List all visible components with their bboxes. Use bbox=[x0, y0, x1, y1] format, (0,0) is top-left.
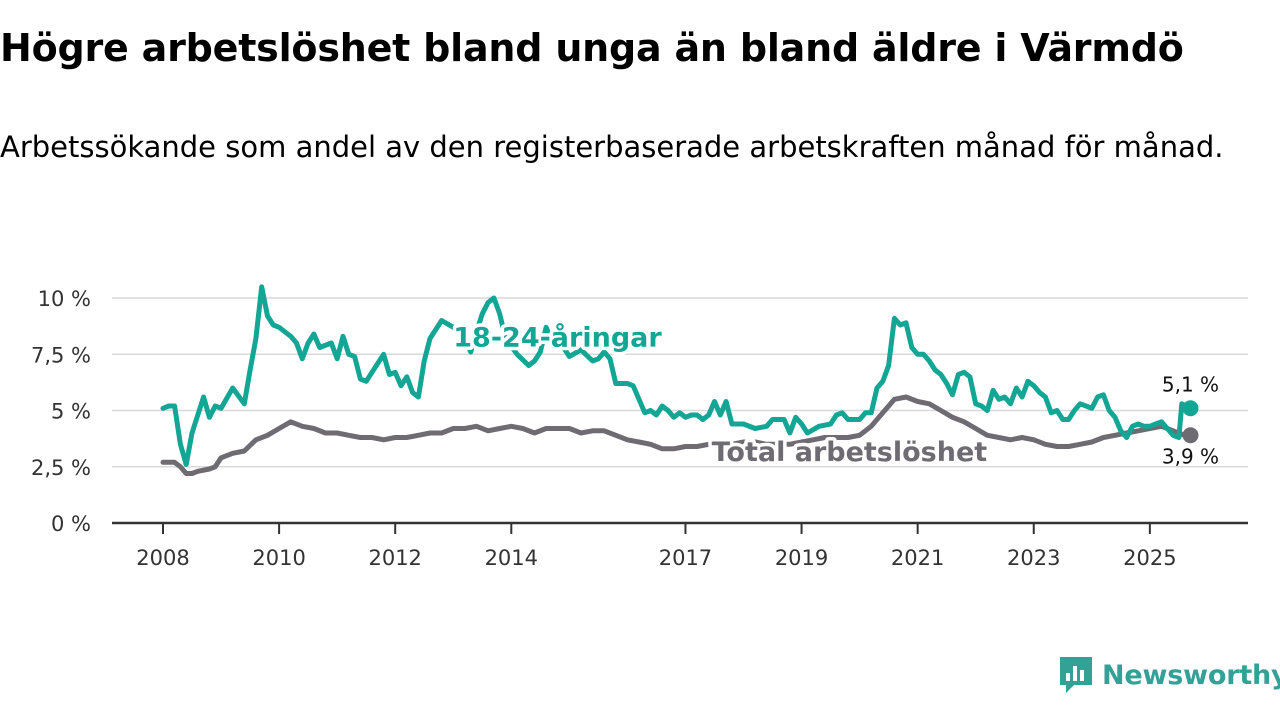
chart-subtitle: Arbetssökande som andel av den registerb… bbox=[0, 130, 1224, 164]
y-tick-label: 10 % bbox=[38, 287, 91, 311]
chart-title: Högre arbetslöshet bland unga än bland ä… bbox=[0, 26, 1184, 70]
series-line-youth bbox=[160, 284, 1193, 467]
y-tick-label: 0 % bbox=[51, 512, 91, 536]
x-tick-label: 2019 bbox=[775, 546, 828, 570]
x-tick-label: 2017 bbox=[659, 546, 712, 570]
x-tick-label: 2023 bbox=[1007, 546, 1060, 570]
x-tick-label: 2008 bbox=[136, 546, 189, 570]
x-tick-label: 2012 bbox=[368, 546, 421, 570]
grid-layer bbox=[112, 297, 1248, 468]
label-layer: 18-24-åringar Total arbetslöshet 5,1 % 3,9 … bbox=[450, 318, 1219, 472]
brand-name: Newsworthy bbox=[1102, 659, 1280, 691]
end-value-label-youth: 5,1 % bbox=[1162, 372, 1219, 396]
x-tick-label: 2025 bbox=[1123, 546, 1176, 570]
x-tick-label: 2021 bbox=[891, 546, 944, 570]
x-tick-label: 2010 bbox=[252, 546, 305, 570]
series-layer bbox=[160, 284, 1193, 476]
y-tick-label: 2,5 % bbox=[31, 456, 91, 480]
y-tick-label: 5 % bbox=[51, 400, 91, 424]
series-line-total bbox=[160, 394, 1193, 476]
y-tick-label: 7,5 % bbox=[31, 343, 91, 367]
newsworthy-logo-icon bbox=[1060, 657, 1092, 693]
series-label-total: Total arbetslöshet bbox=[712, 437, 988, 468]
end-value-label-total: 3,9 % bbox=[1162, 444, 1219, 468]
x-tick-label: 2014 bbox=[485, 546, 538, 570]
axis-layer: 0 % 2,5 % 5 % 7,5 % 10 % 2008 2010 2012 2014 2017… bbox=[31, 287, 1248, 570]
end-point-youth bbox=[1182, 400, 1199, 417]
series-label-youth: 18-24-åringar bbox=[453, 321, 662, 353]
newsworthy-logo: Newsworthy bbox=[1058, 653, 1280, 697]
end-point-total bbox=[1182, 427, 1199, 444]
